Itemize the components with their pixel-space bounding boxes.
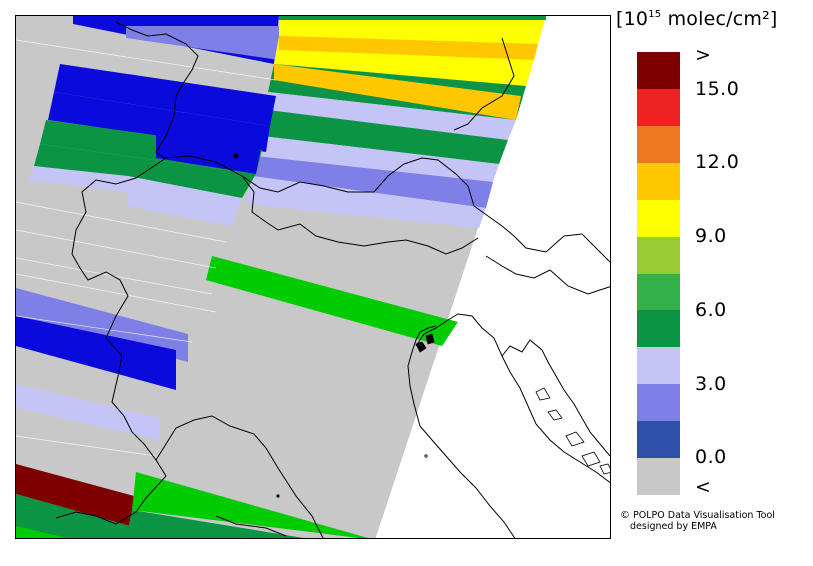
color-swatch	[637, 125, 680, 164]
legend-tick-label: 6.0	[695, 299, 727, 321]
legend-tick-label: 3.0	[695, 373, 727, 395]
legend-tick-label: 12.0	[695, 151, 740, 173]
credit-line-2: designed by EMPA	[630, 521, 717, 532]
color-swatch	[637, 310, 680, 348]
color-swatch	[637, 199, 680, 238]
pixel-band	[156, 126, 262, 174]
legend-tick-label: 9.0	[695, 225, 727, 247]
pixel-band	[262, 110, 508, 164]
pixel-band	[28, 166, 128, 192]
color-swatch	[637, 162, 680, 201]
pixel-band	[274, 64, 521, 120]
pixel-band	[252, 156, 493, 208]
pixel-band	[126, 510, 304, 538]
borders	[55, 21, 610, 538]
legend-tick-label: 0.0	[695, 446, 727, 468]
pixel-band	[16, 384, 160, 440]
legend-tick-label: 15.0	[695, 78, 740, 100]
pixel-band	[16, 526, 68, 538]
color-swatch	[637, 273, 680, 311]
legend-tick-label: <	[695, 476, 712, 498]
islands	[233, 153, 610, 498]
pixel-band	[128, 176, 242, 226]
pixel-band	[16, 464, 134, 526]
pixel-band	[256, 136, 499, 182]
map-svg	[16, 16, 610, 538]
pixel-band	[16, 316, 176, 390]
map-panel	[15, 15, 611, 539]
pixel-band	[279, 36, 538, 60]
pixel-band	[206, 256, 458, 346]
color-swatch	[637, 88, 680, 127]
color-swatch	[637, 236, 680, 274]
pixel-band	[246, 176, 486, 228]
color-scale	[637, 52, 680, 496]
pixel-band	[279, 16, 546, 44]
copyright-symbol: ©	[620, 510, 630, 521]
color-swatch	[637, 458, 680, 496]
credit-text: © POLPO Data Visualisation Tool designed…	[620, 510, 775, 532]
pixel-band	[268, 92, 516, 140]
swath-seams	[16, 39, 277, 457]
pixel-band	[274, 50, 534, 86]
legend-tick-label: >	[695, 44, 712, 66]
color-swatch	[637, 347, 680, 385]
legend-title-prefix: [10	[616, 8, 649, 30]
pixel-band	[54, 64, 276, 126]
color-swatch	[637, 384, 680, 422]
color-swatch	[637, 421, 680, 459]
pixel-band	[16, 494, 130, 538]
legend-title: [1015 molec/cm²]	[616, 8, 778, 30]
credit-line-1: © POLPO Data Visualisation Tool	[620, 510, 775, 521]
pixel-band	[279, 16, 546, 20]
legend-title-exponent: 15	[648, 9, 662, 20]
pixel-band	[34, 144, 256, 198]
pixel-band	[132, 472, 368, 538]
color-swatch	[637, 52, 680, 90]
legend-title-suffix: molec/cm²]	[661, 8, 778, 30]
credit-line-1-text: POLPO Data Visualisation Tool	[633, 510, 775, 521]
